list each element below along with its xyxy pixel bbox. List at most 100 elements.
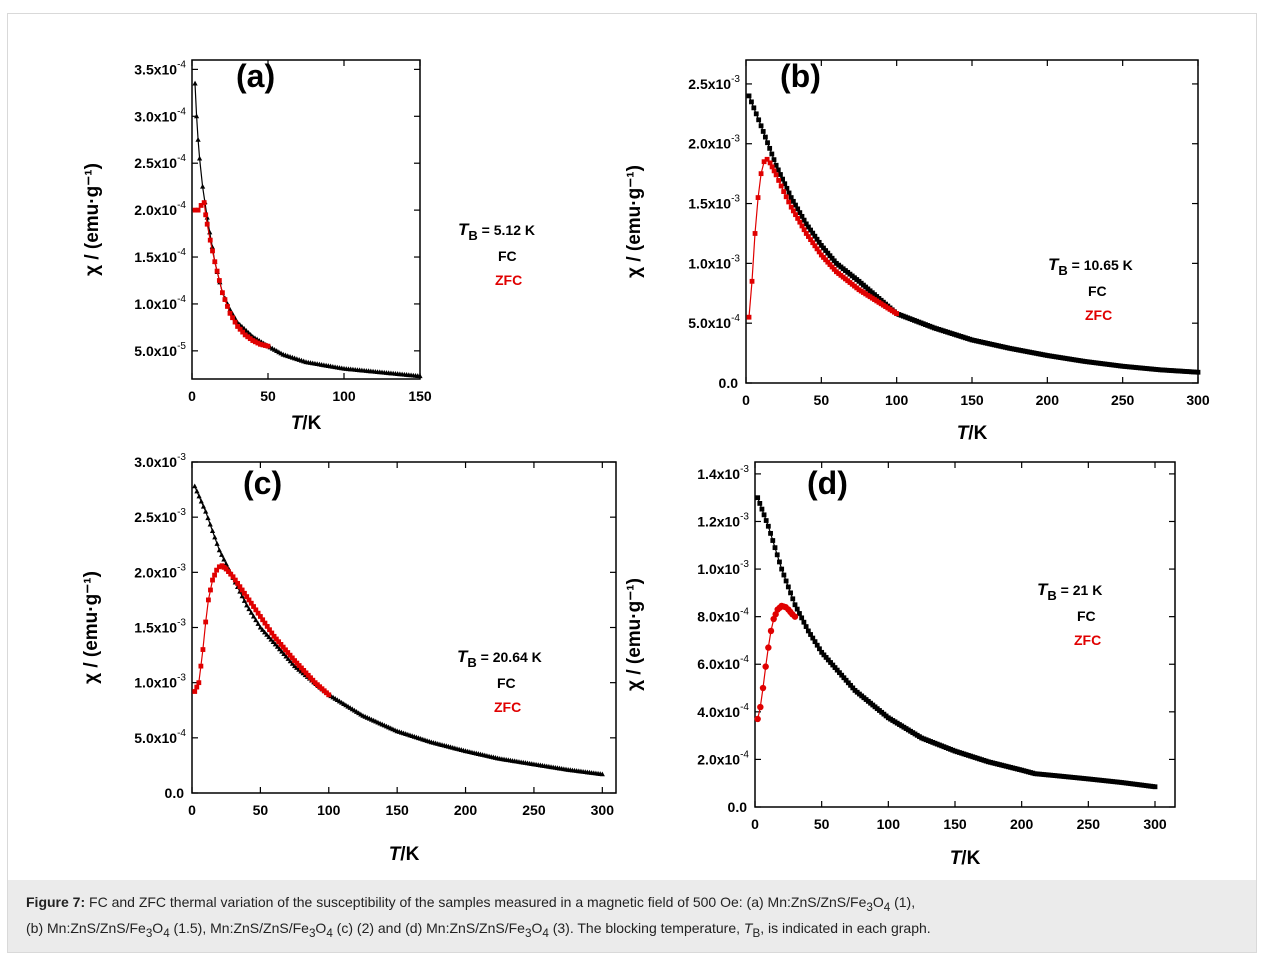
data-point — [797, 210, 803, 216]
data-point — [299, 665, 304, 671]
data-point — [265, 343, 271, 349]
y-tick-label: 2.0x10-4 — [697, 749, 749, 767]
x-tick-label: 100 — [317, 802, 341, 818]
series-fc — [746, 93, 1201, 375]
data-point — [801, 227, 807, 233]
data-point — [777, 559, 782, 565]
data-point — [759, 506, 765, 512]
data-point — [192, 483, 198, 489]
data-point — [795, 206, 801, 212]
chart-panel-0: 0 50 100 150 5.0x10-5 1.0x10-4 1.5x10-4 2.0x10-… — [82, 58, 535, 434]
data-point — [830, 662, 836, 668]
data-point — [757, 501, 763, 506]
data-point — [812, 233, 818, 239]
data-point — [301, 668, 307, 673]
caption-sub: 4 — [542, 926, 549, 940]
data-point — [248, 600, 254, 606]
data-point — [239, 593, 245, 599]
caption-text: O — [531, 919, 543, 936]
data-point — [817, 646, 822, 652]
data-point — [599, 771, 605, 777]
y-tick-label: 2.5x10-4 — [134, 153, 186, 171]
data-point — [244, 602, 250, 608]
data-point — [765, 140, 770, 146]
data-point — [795, 216, 801, 221]
data-point — [268, 636, 274, 642]
data-point — [216, 564, 222, 570]
data-point — [782, 181, 788, 187]
data-point — [788, 204, 794, 210]
caption-sub: 3 — [524, 926, 532, 940]
y-tick-label: 8.0x10-4 — [697, 607, 749, 625]
y-tick-label: 3.0x10-3 — [134, 452, 186, 470]
caption-text: O — [872, 894, 884, 910]
data-point — [223, 561, 229, 567]
data-point — [781, 189, 787, 194]
data-point — [772, 545, 778, 551]
data-point — [230, 315, 235, 321]
caption-sub: 3 — [866, 900, 873, 914]
data-point — [818, 243, 824, 248]
data-point — [207, 237, 213, 243]
data-point — [203, 619, 209, 625]
data-point — [198, 203, 204, 208]
data-point — [827, 253, 833, 259]
data-point — [197, 155, 203, 161]
data-point — [825, 657, 831, 663]
data-point — [823, 248, 829, 253]
data-point — [771, 168, 777, 174]
data-point — [781, 572, 787, 578]
data-point — [812, 243, 818, 249]
data-point — [192, 689, 198, 694]
data-point — [203, 212, 209, 218]
data-point — [768, 530, 773, 536]
x-tick-label: 200 — [1036, 392, 1060, 408]
x-tick-label: 150 — [385, 802, 409, 818]
data-point — [273, 636, 279, 642]
panel-label: (c) — [243, 465, 282, 501]
data-point — [326, 692, 332, 698]
data-point — [786, 199, 792, 205]
data-point — [810, 240, 816, 246]
data-point — [790, 208, 796, 214]
y-tick-label: 1.5x10-3 — [688, 194, 740, 212]
data-point — [810, 635, 816, 641]
data-point — [762, 134, 768, 140]
data-point — [763, 518, 769, 523]
data-point — [850, 685, 856, 691]
data-point — [260, 342, 266, 348]
data-point — [272, 641, 278, 647]
data-point — [799, 615, 805, 621]
data-point — [754, 715, 761, 723]
panel-label: (b) — [780, 58, 821, 94]
x-axis-title: T/K — [950, 848, 981, 869]
y-tick-label: 2.0x10-3 — [688, 134, 740, 152]
data-point — [241, 325, 247, 331]
data-point — [240, 329, 246, 335]
data-point — [778, 172, 783, 177]
data-point — [258, 341, 263, 347]
data-point — [832, 665, 838, 670]
data-point — [283, 653, 289, 659]
y-tick-label: 4.0x10-4 — [697, 702, 749, 720]
data-point — [843, 677, 849, 683]
data-point — [287, 652, 293, 658]
caption-text: (c) (2) and (d) Mn:ZnS/ZnS/Fe — [332, 919, 525, 936]
data-point — [764, 156, 770, 162]
y-tick-label: 2.0x10-4 — [134, 200, 186, 218]
caption-sub: 4 — [883, 900, 891, 914]
data-point — [216, 278, 222, 283]
x-tick-label: 50 — [814, 392, 830, 408]
data-point — [790, 596, 796, 602]
data-point — [759, 684, 767, 692]
data-point — [279, 648, 285, 654]
data-point — [255, 340, 261, 346]
data-point — [776, 178, 782, 183]
data-point — [785, 584, 791, 590]
plot-area-frame — [745, 59, 1199, 384]
x-tick-label: 150 — [960, 392, 984, 408]
data-point — [276, 639, 282, 645]
x-tick-label: 100 — [885, 392, 909, 408]
data-point — [206, 597, 211, 603]
data-point — [837, 670, 842, 676]
